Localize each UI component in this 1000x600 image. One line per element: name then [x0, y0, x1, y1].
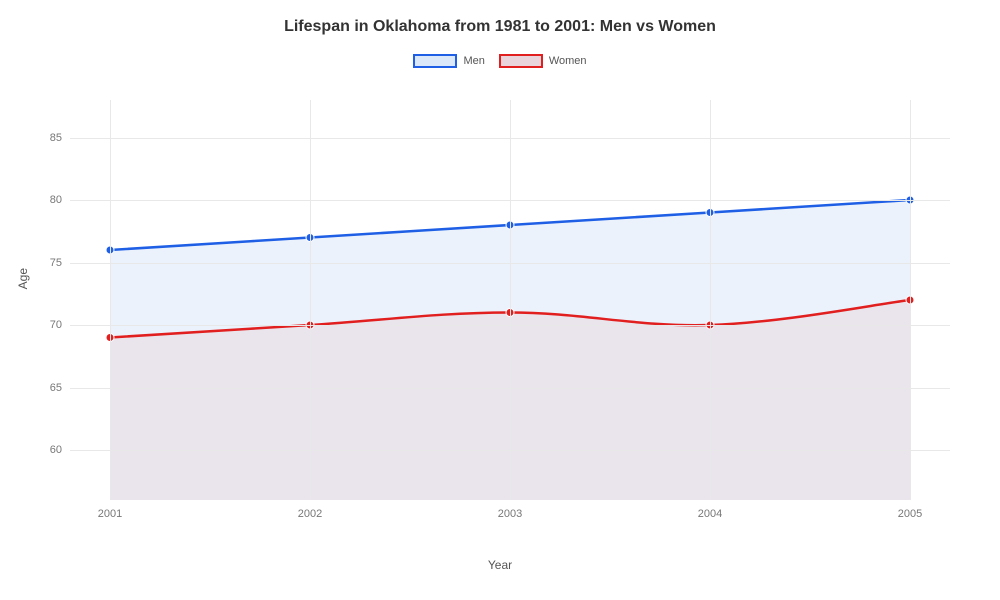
grid-line-horizontal [70, 138, 950, 139]
grid-line-vertical [910, 100, 911, 500]
x-axis-title: Year [488, 558, 512, 572]
grid-line-vertical [110, 100, 111, 500]
y-tick-label: 75 [32, 257, 62, 269]
plot-area: 20012002200320042005606570758085 [70, 100, 950, 500]
chart-title: Lifespan in Oklahoma from 1981 to 2001: … [0, 0, 1000, 36]
grid-line-horizontal [70, 200, 950, 201]
legend-label-men: Men [463, 55, 484, 67]
x-tick-label: 2003 [498, 508, 522, 520]
y-tick-label: 85 [32, 132, 62, 144]
y-tick-label: 70 [32, 319, 62, 331]
legend-label-women: Women [549, 55, 587, 67]
x-tick-label: 2004 [698, 508, 722, 520]
y-tick-label: 65 [32, 382, 62, 394]
x-tick-label: 2005 [898, 508, 922, 520]
grid-line-horizontal [70, 263, 950, 264]
y-tick-label: 60 [32, 444, 62, 456]
legend-item-women[interactable]: Women [499, 54, 587, 68]
y-axis-title: Age [16, 268, 30, 289]
grid-line-horizontal [70, 450, 950, 451]
x-tick-label: 2001 [98, 508, 122, 520]
grid-line-horizontal [70, 325, 950, 326]
legend-item-men[interactable]: Men [413, 54, 484, 68]
x-tick-label: 2002 [298, 508, 322, 520]
grid-line-vertical [510, 100, 511, 500]
legend-swatch-men [413, 54, 457, 68]
y-tick-label: 80 [32, 194, 62, 206]
chart-container: Lifespan in Oklahoma from 1981 to 2001: … [0, 0, 1000, 600]
grid-line-horizontal [70, 388, 950, 389]
grid-line-vertical [710, 100, 711, 500]
grid-line-vertical [310, 100, 311, 500]
legend-swatch-women [499, 54, 543, 68]
legend: Men Women [0, 54, 1000, 68]
